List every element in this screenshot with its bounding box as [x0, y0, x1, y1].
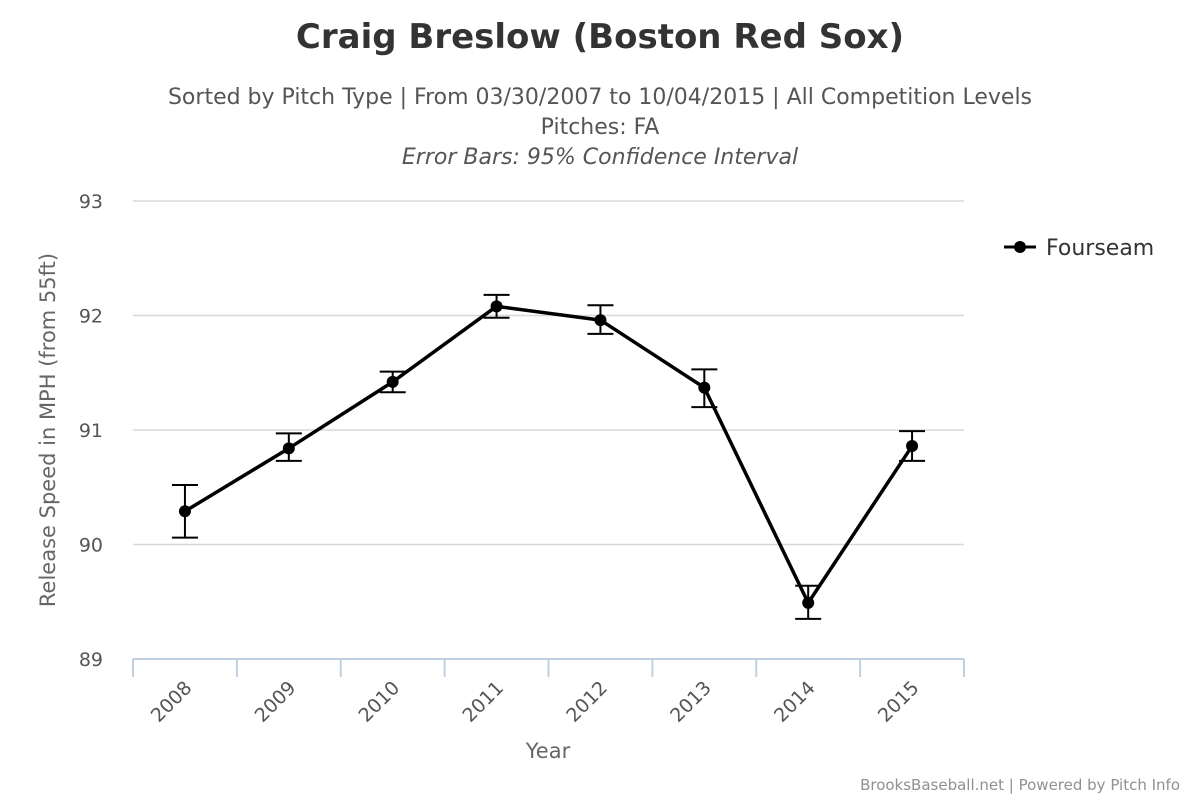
series-line [184, 304, 914, 605]
data-point-2008[interactable] [178, 505, 191, 518]
chart-subtitle-line-1: Sorted by Pitch Type | From 03/30/2007 t… [168, 85, 1032, 110]
x-tick-label-2012: 2012 [562, 677, 612, 727]
chart-subtitle-note: Error Bars: 95% Confidence Interval [402, 145, 798, 170]
y-tick-label-93: 93 [79, 191, 103, 213]
y-tick-label-92: 92 [79, 306, 103, 328]
y-tick-label-89: 89 [79, 649, 103, 671]
legend[interactable]: Fourseam [1004, 236, 1154, 261]
data-point-2010[interactable] [386, 375, 399, 388]
x-tick-label-2009: 2009 [251, 677, 301, 727]
x-tick-label-2013: 2013 [666, 677, 716, 727]
x-tick-label-2015: 2015 [874, 677, 924, 727]
x-axis-title: Year [525, 739, 571, 763]
legend-label-fourseam: Fourseam [1046, 236, 1154, 261]
x-tick-label-2014: 2014 [770, 677, 820, 727]
data-point-2014[interactable] [802, 596, 815, 609]
data-point-2011[interactable] [490, 300, 503, 313]
credits[interactable]: BrooksBaseball.net | Powered by Pitch In… [860, 776, 1180, 794]
y-tick-label-91: 91 [79, 420, 103, 442]
legend-marker-symbol [1014, 241, 1026, 253]
x-tick-label-2008: 2008 [147, 677, 197, 727]
series-fourseam [171, 293, 926, 620]
data-point-2013[interactable] [698, 381, 711, 394]
data-point-2015[interactable] [906, 440, 919, 453]
data-point-2012[interactable] [594, 314, 607, 327]
x-axis [132, 658, 965, 677]
chart-title: Craig Breslow (Boston Red Sox) [296, 17, 904, 57]
y-axis-title: Release Speed in MPH (from 55ft) [36, 253, 60, 607]
gridlines [133, 200, 964, 546]
y-axis-ticks: 89 90 91 92 93 [79, 191, 103, 671]
x-axis-ticks: 2008 2009 2010 2011 2012 2013 2014 2015 [147, 677, 924, 727]
chart-subtitle-line-2: Pitches: FA [541, 115, 660, 140]
y-tick-label-90: 90 [79, 535, 103, 557]
x-tick-label-2010: 2010 [354, 677, 404, 727]
x-tick-label-2011: 2011 [458, 677, 508, 727]
data-point-2009[interactable] [282, 442, 295, 455]
